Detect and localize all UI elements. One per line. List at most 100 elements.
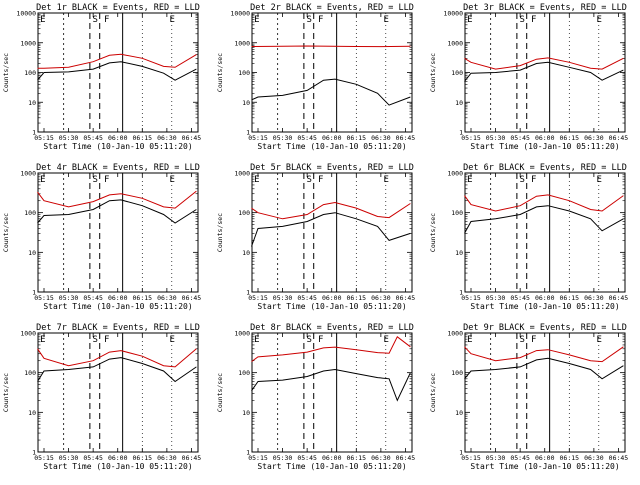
x-tick-label: 05:30	[59, 134, 79, 142]
plot-frame	[37, 172, 199, 293]
chart-panel: Det 9r BLACK = Events, RED = LLD Start Ti…	[429, 323, 628, 471]
y-tick-label: 100	[238, 209, 250, 217]
y-axis-label: Counts/sec	[429, 373, 437, 412]
event-marker-label: E	[467, 335, 472, 345]
x-tick-label: 06:30	[584, 294, 604, 302]
y-tick-label: 100	[24, 209, 36, 217]
x-tick-label: 05:30	[59, 294, 79, 302]
y-tick-label: 1	[459, 449, 463, 457]
x-tick-label: 06:15	[560, 454, 580, 462]
events-series-line	[464, 205, 624, 234]
x-tick-label: 05:15	[461, 134, 481, 142]
x-tick-label: 06:15	[560, 134, 580, 142]
chart-panel: Det 5r BLACK = Events, RED = LLD Start Ti…	[216, 163, 415, 311]
event-marker-label: E	[597, 15, 602, 25]
x-axis-label: Start Time (10-Jan-10 05:11:20)	[470, 462, 619, 471]
x-tick-label: 06:45	[182, 294, 202, 302]
x-tick-label: 05:45	[510, 454, 530, 462]
chart-panel: Det 3r BLACK = Events, RED = LLD Start Ti…	[429, 3, 628, 151]
event-marker-label: E	[254, 175, 259, 185]
event-marker-label: E	[254, 15, 259, 25]
x-tick-label: 05:15	[248, 294, 268, 302]
x-tick-label: 05:45	[297, 134, 317, 142]
event-marker-label: S	[307, 175, 312, 185]
y-tick-label: 10	[28, 409, 36, 417]
x-tick-label: 06:30	[584, 134, 604, 142]
y-tick-label: 100	[24, 369, 36, 377]
y-tick-label: 10000	[230, 10, 250, 18]
x-tick-label: 06:00	[535, 134, 555, 142]
y-tick-label: 1	[32, 449, 36, 457]
x-tick-label: 06:00	[108, 454, 128, 462]
x-tick-label: 05:15	[34, 134, 54, 142]
chart-panel: Det 1r BLACK = Events, RED = LLD Start Ti…	[2, 3, 201, 151]
event-marker-label: E	[597, 335, 602, 345]
y-tick-label: 1	[32, 289, 36, 297]
chart-title: Det 6r BLACK = Events, RED = LLD	[463, 163, 627, 173]
x-tick-label: 05:45	[510, 134, 530, 142]
y-axis-label: Counts/sec	[216, 53, 224, 92]
x-tick-label: 06:00	[108, 294, 128, 302]
lld-series-line	[251, 336, 411, 363]
lld-series-line	[37, 190, 197, 209]
y-tick-label: 1	[246, 129, 250, 137]
chart-panel: Det 4r BLACK = Events, RED = LLD Start Ti…	[2, 163, 201, 311]
event-marker-label: F	[531, 335, 536, 345]
x-tick-label: 06:30	[157, 134, 177, 142]
x-tick-label: 05:45	[297, 454, 317, 462]
y-axis-label: Counts/sec	[2, 213, 10, 252]
y-tick-label: 10	[242, 99, 250, 107]
lld-series-line	[464, 57, 624, 70]
plot-frame	[251, 12, 413, 133]
events-series-line	[37, 61, 197, 81]
plot-frame	[464, 172, 626, 293]
x-tick-label: 06:45	[609, 294, 629, 302]
plot-frame	[464, 332, 626, 453]
chart-panel: Det 6r BLACK = Events, RED = LLD Start Ti…	[429, 163, 628, 311]
x-tick-label: 06:15	[133, 294, 153, 302]
lld-series-line	[37, 348, 197, 368]
y-tick-label: 1	[32, 129, 36, 137]
events-series-line	[464, 357, 624, 380]
y-tick-label: 1000	[447, 170, 463, 178]
y-tick-label: 1000	[234, 39, 250, 47]
x-tick-label: 06:00	[108, 134, 128, 142]
events-series-line	[464, 61, 624, 82]
event-marker-label: E	[467, 15, 472, 25]
y-tick-label: 100	[238, 369, 250, 377]
y-tick-label: 100	[451, 209, 463, 217]
event-marker-label: S	[93, 15, 98, 25]
y-axis-label: Counts/sec	[2, 373, 10, 412]
chart-panel: Det 8r BLACK = Events, RED = LLD Start Ti…	[216, 323, 415, 471]
x-tick-label: 05:45	[83, 294, 103, 302]
x-tick-label: 06:45	[609, 134, 629, 142]
x-tick-label: 06:15	[347, 294, 367, 302]
chart-title: Det 3r BLACK = Events, RED = LLD	[463, 3, 627, 13]
event-marker-label: F	[318, 335, 323, 345]
x-tick-label: 06:15	[347, 454, 367, 462]
x-tick-label: 05:30	[486, 294, 506, 302]
x-tick-label: 06:30	[371, 294, 391, 302]
event-marker-label: F	[318, 15, 323, 25]
chart-panel: Det 7r BLACK = Events, RED = LLD Start Ti…	[2, 323, 201, 471]
x-axis-label: Start Time (10-Jan-10 05:11:20)	[470, 142, 619, 151]
y-tick-label: 100	[451, 69, 463, 77]
events-series-line	[251, 212, 411, 247]
chart-title: Det 7r BLACK = Events, RED = LLD	[36, 323, 200, 333]
x-tick-label: 06:45	[609, 454, 629, 462]
x-axis-label: Start Time (10-Jan-10 05:11:20)	[43, 142, 192, 151]
x-tick-label: 06:45	[182, 134, 202, 142]
x-axis-label: Start Time (10-Jan-10 05:11:20)	[257, 142, 406, 151]
event-marker-label: E	[384, 15, 389, 25]
event-marker-label: S	[520, 175, 525, 185]
x-tick-label: 05:15	[34, 454, 54, 462]
y-tick-label: 1000	[234, 170, 250, 178]
event-marker-label: E	[597, 175, 602, 185]
lld-series-line	[251, 45, 411, 48]
y-axis-label: Counts/sec	[429, 213, 437, 252]
x-tick-label: 06:15	[347, 134, 367, 142]
plot-frame	[251, 172, 413, 293]
x-axis-label: Start Time (10-Jan-10 05:11:20)	[257, 302, 406, 311]
